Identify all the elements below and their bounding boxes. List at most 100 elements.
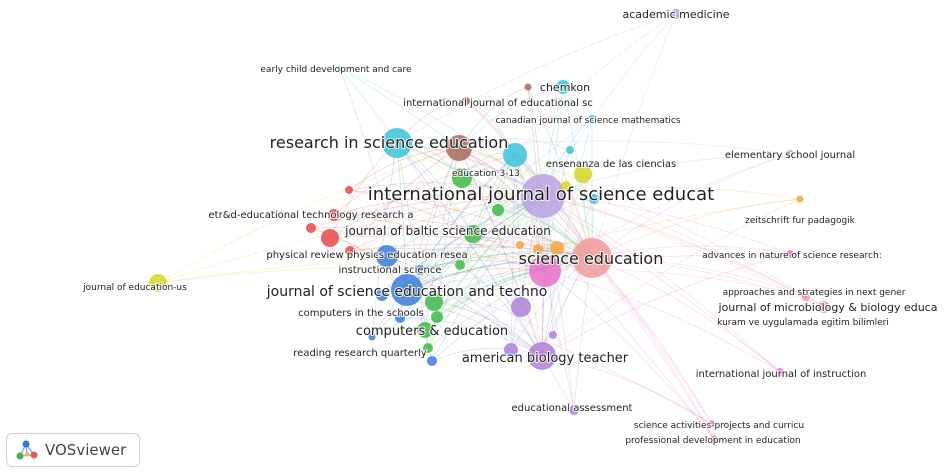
node-brown-main[interactable] — [446, 135, 472, 161]
node-green-comp-b[interactable] — [431, 311, 443, 323]
node-ijes-b[interactable] — [524, 83, 532, 91]
node-red-e[interactable] — [345, 246, 355, 256]
label-elementary-school-journal: elementary school journal — [725, 150, 855, 161]
node-red-d[interactable] — [345, 186, 353, 194]
node-red-b[interactable] — [321, 229, 339, 247]
node-computers-in-the-schools[interactable] — [395, 313, 405, 323]
node-jset-b[interactable] — [376, 289, 388, 301]
edge-red-c-intl-journal-science-educat — [310, 195, 544, 229]
node-orange-a[interactable] — [550, 241, 564, 255]
edge-journal-of-education-us-intl-journal-science-educat — [157, 195, 544, 284]
edge-cyan-c-american-biology-teacher — [541, 198, 595, 357]
edge-academic-medicine-research-in-science-education — [396, 13, 677, 144]
edge-intl-journal-instruction-brown-main — [458, 147, 781, 373]
node-canadian-journal[interactable] — [588, 115, 596, 123]
edge-purple-a-research-in-science-education — [396, 142, 522, 308]
node-purple-b[interactable] — [504, 343, 518, 357]
vosviewer-badge[interactable]: VOSviewer — [6, 433, 140, 467]
node-purple-c[interactable] — [549, 331, 557, 339]
node-journal-of-education-us[interactable] — [149, 274, 167, 292]
node-blue-d[interactable] — [368, 333, 376, 341]
edge-red-e-brown-main — [349, 147, 460, 252]
node-green-e[interactable] — [455, 260, 465, 270]
edge-science-activities-jset-blue — [406, 289, 713, 425]
edge-zeitschrift-intl-journal-science-educat — [542, 187, 801, 200]
label-chemkon: chemkon — [540, 81, 590, 94]
edge-academic-medicine-cyan-main — [514, 13, 677, 156]
node-blue-c[interactable] — [427, 356, 437, 366]
node-computers-and-education[interactable] — [417, 322, 433, 338]
node-pink-main[interactable] — [529, 255, 561, 287]
node-advances-nature-science[interactable] — [786, 250, 794, 258]
edge-approaches-intl-journal-science-educat — [542, 195, 807, 298]
node-chemkon[interactable] — [556, 80, 570, 94]
node-academic-medicine[interactable] — [671, 9, 681, 19]
label-kuram: kuram ve uygulamada egitim bilimleri — [717, 318, 889, 328]
edge-blue-d-cyan-main — [371, 154, 516, 338]
node-zeitschrift[interactable] — [796, 195, 804, 203]
node-science-education[interactable] — [572, 238, 612, 278]
node-education-3-13[interactable] — [452, 168, 472, 188]
label-educational-assessment: educational assessment — [512, 403, 633, 414]
node-orange-b[interactable] — [533, 244, 543, 254]
edge-purple-b-cyan-main — [510, 154, 516, 351]
edge-chemkon-pink-main — [544, 86, 564, 272]
edge-jset-blue-science-education — [406, 257, 593, 291]
edge-approaches-science-education — [591, 257, 807, 298]
label-computers-in-the-schools: computers in the schools — [298, 308, 424, 319]
node-research-in-science-education[interactable] — [382, 128, 412, 158]
label-early-child-development: early child development and care — [260, 65, 412, 75]
edge-purple-a-cyan-main — [514, 154, 522, 308]
edge-green-comp-a-american-biology-teacher — [433, 301, 543, 357]
node-yellow-b[interactable] — [561, 181, 571, 191]
node-cyan-c[interactable] — [589, 194, 599, 204]
label-advances-nature-science: advances in nature of science research: — [702, 251, 881, 261]
label-intl-journal-of-instruction: international journal of instruction — [696, 369, 867, 380]
edge-science-activities-american-biology-teacher — [541, 355, 713, 425]
edge-journal-of-education-us-science-education — [157, 256, 593, 284]
node-elementary-school-journal[interactable] — [786, 150, 794, 158]
label-journal-microbiology-biology: journal of microbiology & biology educa — [718, 301, 938, 314]
edge-science-activities-intl-journal-science-educat — [542, 195, 713, 425]
node-green-d[interactable] — [492, 204, 504, 216]
edge-brown-main-american-biology-teacher — [458, 147, 543, 357]
node-cyan-main[interactable] — [503, 143, 527, 167]
node-journal-baltic-science-education[interactable] — [464, 225, 482, 243]
edge-orange-a-brown-main — [458, 147, 558, 249]
node-american-biology-teacher[interactable] — [528, 342, 556, 370]
label-canadian-journal: canadian journal of science mathematics — [495, 116, 680, 126]
node-reading-research-quarterly[interactable] — [423, 343, 433, 353]
node-science-activities[interactable] — [708, 420, 716, 428]
node-physical-review-physics[interactable] — [376, 245, 398, 267]
edge-ijes-b-pink-main — [527, 86, 546, 272]
node-purple-a[interactable] — [511, 297, 531, 317]
label-journal-of-education-us: journal of education-us — [82, 283, 187, 293]
node-instructional-science[interactable] — [415, 265, 425, 275]
edge-professional-development-science-education — [591, 257, 715, 440]
node-educational-assessment[interactable] — [569, 405, 579, 415]
edge-advances-nature-science-science-education — [591, 245, 791, 259]
edge-intl-journal-educational-sc-science-education — [465, 100, 593, 259]
node-jset-blue[interactable] — [391, 274, 423, 306]
edge-intl-journal-instruction-intl-journal-science-educat — [542, 195, 781, 373]
node-orange-c[interactable] — [516, 241, 524, 249]
edge-cyan-c-jset-blue — [406, 198, 595, 291]
edge-elementary-school-journal-brown-main — [458, 140, 791, 155]
edge-blue-c-science-education — [431, 257, 593, 362]
node-microbio[interactable] — [818, 301, 830, 313]
node-intl-journal-science-educat[interactable] — [521, 174, 565, 218]
node-cyan-d[interactable] — [566, 146, 574, 154]
node-early-child-development[interactable] — [337, 65, 343, 71]
node-intl-journal-educational-sc[interactable] — [462, 97, 470, 105]
edge-research-in-science-education-science-education — [396, 142, 593, 259]
edge-zeitschrift-science-education — [591, 198, 801, 259]
edge-computers-in-the-schools-american-biology-teacher — [399, 317, 543, 357]
node-green-comp-a[interactable] — [425, 293, 443, 311]
node-intl-journal-instruction[interactable] — [776, 368, 784, 376]
node-red-c[interactable] — [306, 223, 316, 233]
node-ensenanza[interactable] — [574, 165, 592, 183]
node-etrd[interactable] — [328, 209, 340, 221]
network-labels: academic medicine early child developmen… — [81, 7, 938, 447]
node-approaches[interactable] — [802, 293, 810, 301]
node-professional-development[interactable] — [710, 435, 718, 443]
